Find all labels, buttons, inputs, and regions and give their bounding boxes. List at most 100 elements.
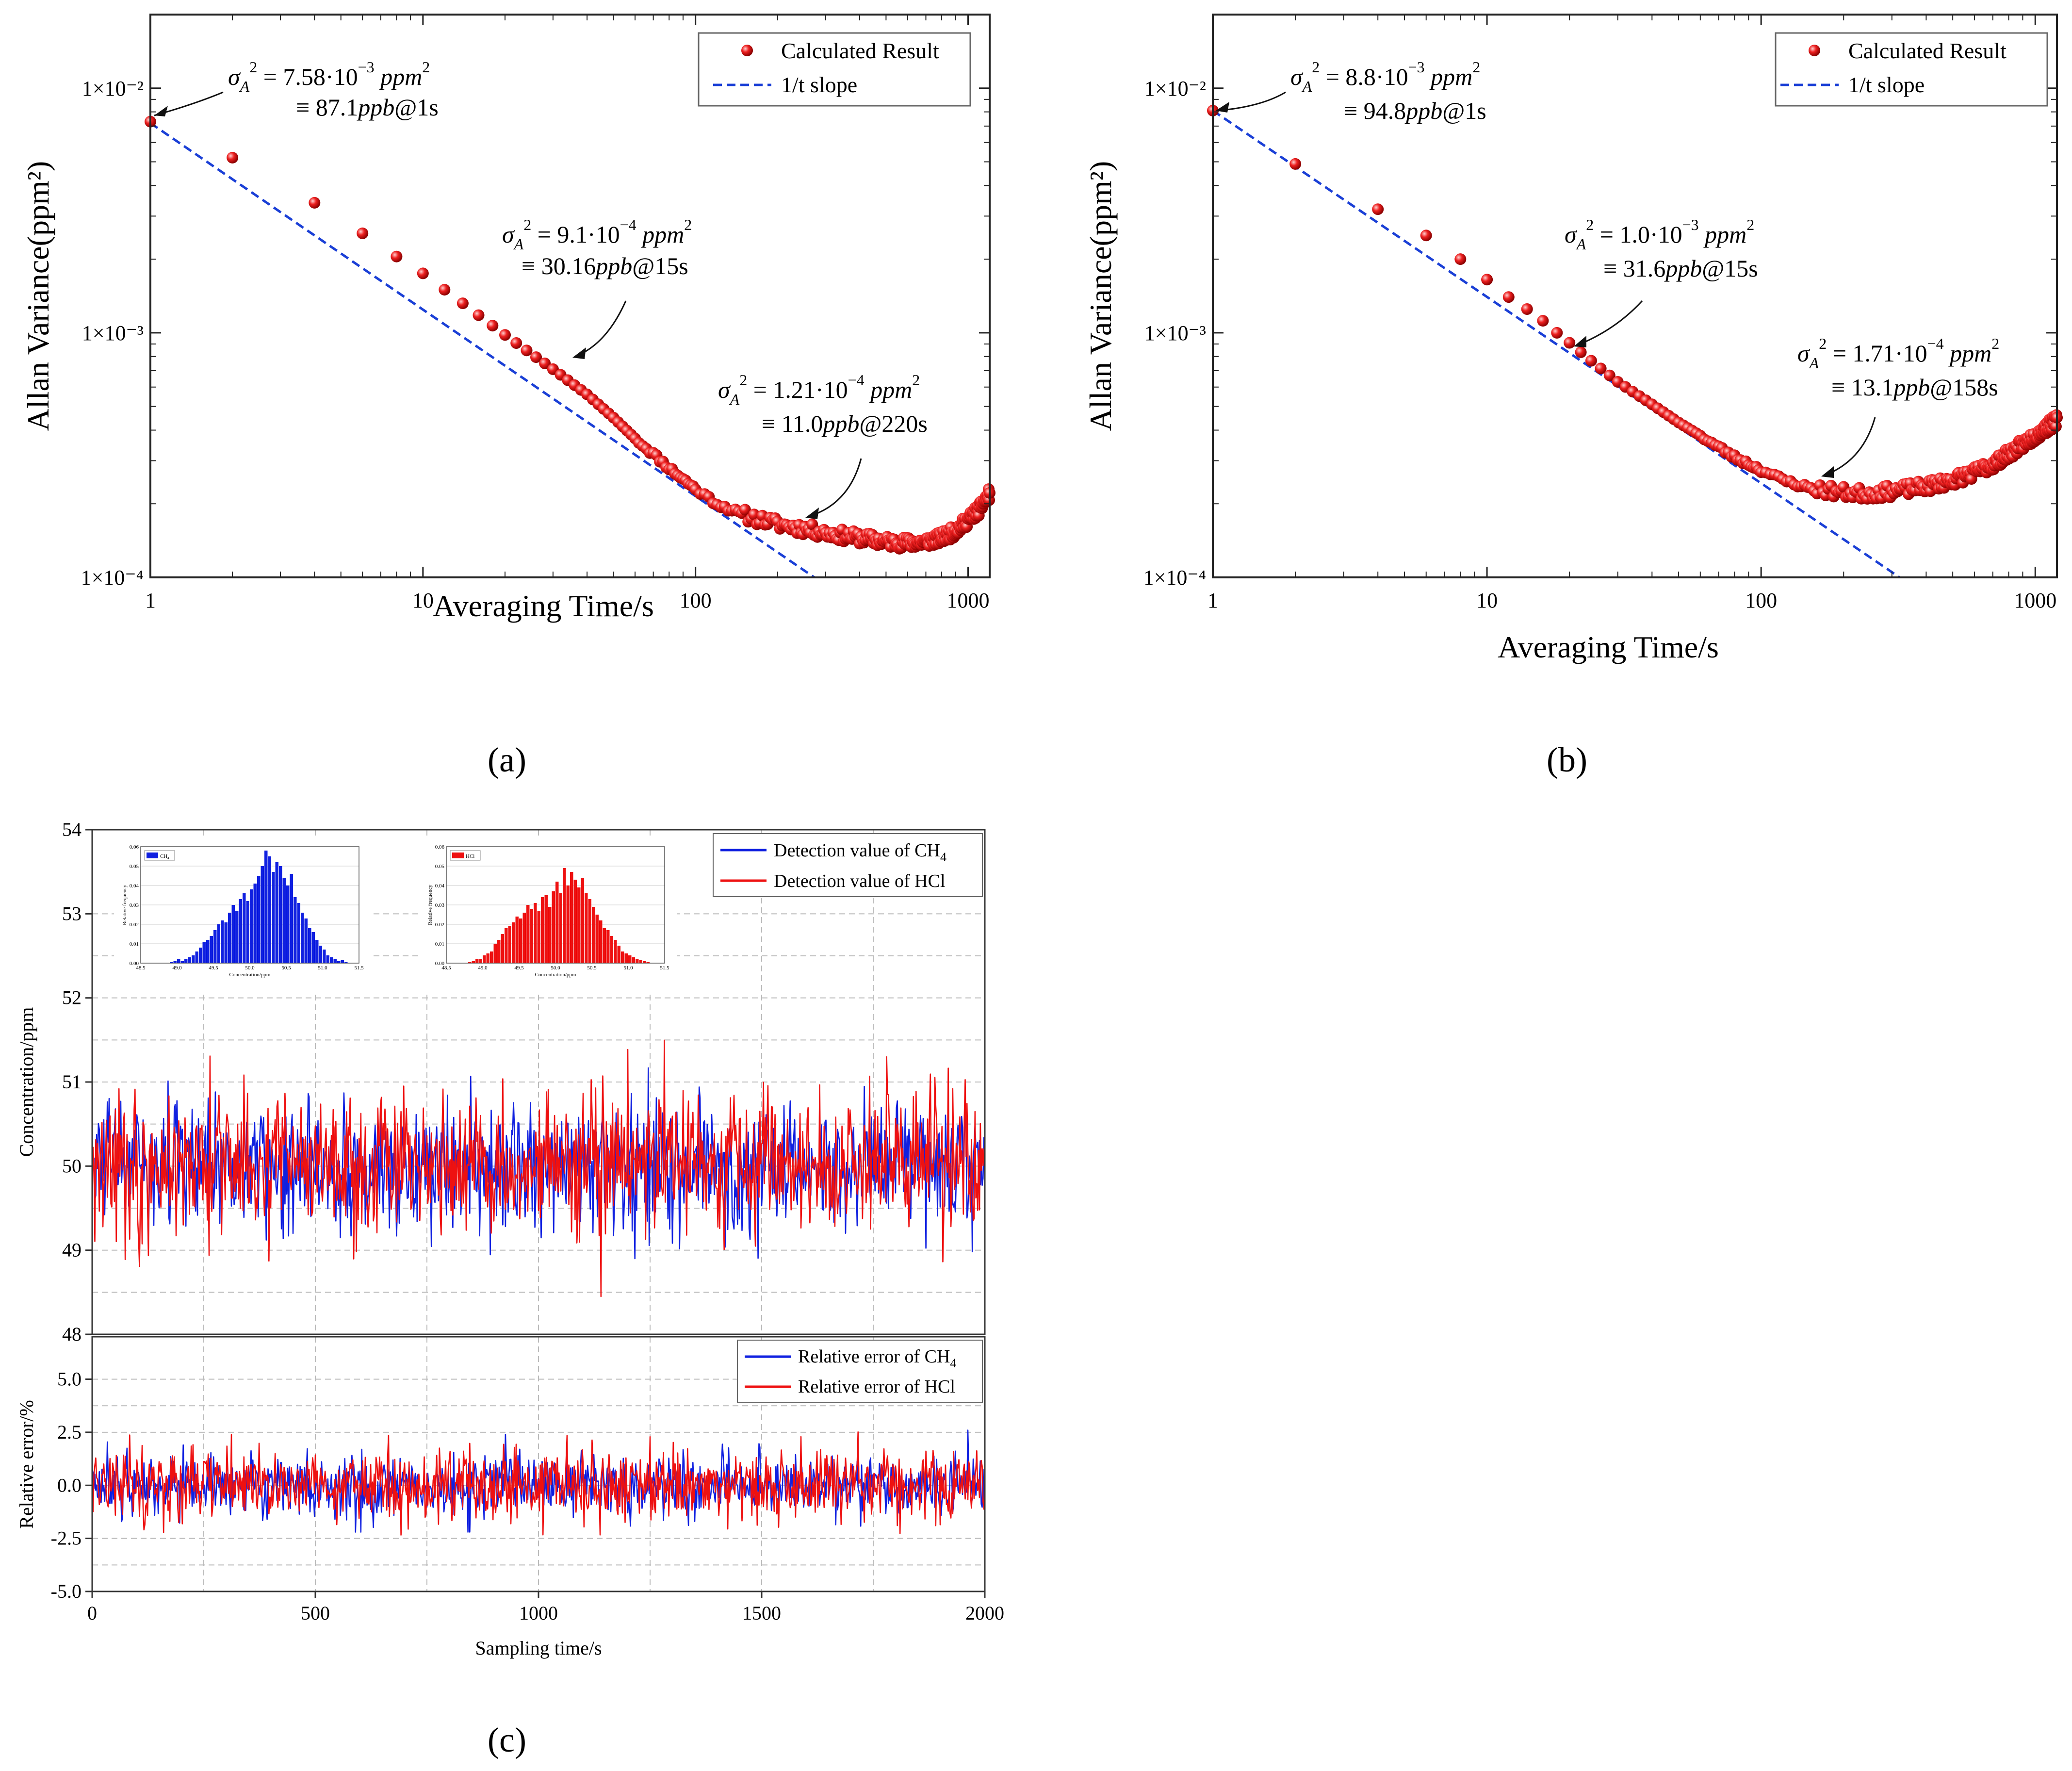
data-point	[1595, 362, 1607, 375]
inset-bar	[323, 950, 326, 963]
data-point	[1551, 327, 1563, 339]
panel-b-label: (b)	[1547, 740, 1587, 779]
inset-bar	[272, 872, 275, 963]
panel-a-legend: Calculated Result 1/t slope	[698, 32, 971, 107]
panel-b-legend-slope: 1/t slope	[1848, 72, 1925, 97]
ann-sub: A	[1576, 235, 1586, 253]
panel-a-annotation-3: σA2 = 1.21·10−4 ppm2 ≡ 11.0ppb@220s	[718, 371, 928, 519]
inset-bar	[290, 874, 293, 963]
ann-sup: 2	[1312, 58, 1320, 76]
inset-bar	[231, 905, 235, 963]
panel-a-ylabel: Allan Variance(ppm²)	[21, 161, 55, 431]
ann-sub: A	[513, 235, 524, 253]
inset-bar	[493, 944, 497, 963]
ann-exp: −4	[1927, 335, 1944, 352]
inset-bar	[333, 959, 337, 963]
inset-frame	[140, 846, 359, 964]
inset-bar	[257, 876, 261, 963]
ann-sigma: σ	[1565, 221, 1578, 248]
svg-text:σA2 = 1.71·10−4 ppm2: σA2 = 1.71·10−4 ppm2	[1797, 335, 1999, 372]
y-tick-label: 1×10⁻²	[82, 77, 144, 100]
inset-bar	[250, 889, 253, 963]
inset-y-tick-label: 0.05	[435, 864, 445, 869]
inset-bar	[534, 903, 537, 963]
svg-text:≡ 11.0ppb@220s: ≡ 11.0ppb@220s	[762, 410, 928, 437]
x-tick-label: 1000	[947, 589, 990, 612]
inset-bar	[468, 962, 472, 963]
x-tick-label: 1	[145, 589, 156, 612]
panel-c-bottom-series	[91, 1429, 986, 1536]
y-tick-label: 1×10⁻³	[82, 321, 144, 345]
panel-c-top-ticks: 48 49 50 51 52 53 54	[62, 819, 92, 1345]
inset-y-tick-label: 0.06	[435, 844, 445, 850]
inset-bar	[311, 932, 315, 963]
inset-bar	[319, 946, 322, 963]
inset-bar	[180, 961, 184, 963]
inset-bar	[475, 959, 479, 963]
svg-text:≡ 13.1ppb@158s: ≡ 13.1ppb@158s	[1831, 374, 1998, 401]
panel-b: 1 10 100 1000 1×10⁻⁴ 1×10⁻³ 1×10⁻² Averaging T…	[1083, 14, 2063, 779]
inset-bar	[228, 913, 231, 963]
panel-c-xlabel: Sampling time/s	[475, 1637, 602, 1659]
ann-unit-sup: 2	[1991, 335, 1999, 352]
inset-bar	[544, 895, 548, 963]
inset-bar	[304, 918, 308, 963]
data-point	[1521, 303, 1533, 315]
ann-ppb: ppb	[1664, 255, 1702, 282]
slope-line	[149, 122, 815, 579]
svg-text:Relative error of CH4: Relative error of CH4	[798, 1346, 956, 1370]
ann-exp: −4	[848, 371, 865, 389]
inset-bar	[628, 955, 632, 963]
slope-line	[1212, 109, 1901, 579]
ann-unit-sup: 2	[1746, 216, 1754, 233]
inset-legend-swatch	[147, 853, 158, 858]
data-point	[417, 267, 429, 279]
inset-bar	[330, 957, 333, 963]
inset-x-tick-label: 48.5	[136, 965, 146, 971]
ann-eq: ≡ 31.6	[1603, 255, 1665, 282]
inset-bar	[501, 934, 504, 963]
inset-bar	[643, 961, 646, 963]
inset-bar	[592, 907, 595, 963]
series-hcl	[91, 1039, 986, 1297]
inset-y-tick-label: 0.03	[130, 902, 139, 908]
ann-value: = 1.71·10	[1827, 340, 1927, 367]
ann-sigma: σ	[502, 221, 515, 248]
inset-y-tick-label: 0.05	[130, 864, 139, 869]
panel-a-annotation-1: σA2 = 7.58·10−3 ppm2 ≡ 87.1ppb@1s	[154, 58, 439, 121]
ann-sup: 2	[249, 58, 257, 76]
inset-bar	[585, 893, 588, 963]
y-tick-label: 49	[62, 1239, 82, 1261]
inset-bar	[573, 880, 577, 963]
inset-bar	[206, 940, 210, 963]
x-tick-label: 1000	[2014, 589, 2056, 612]
ann-unit: ppm	[1944, 340, 1992, 367]
ann-sub: A	[239, 78, 250, 95]
inset-bar	[639, 960, 642, 963]
y-tick-label: 48	[62, 1323, 82, 1345]
inset-bar	[344, 962, 348, 963]
inset-y-tick-label: 0.01	[130, 941, 139, 947]
inset-x-tick-label: 51.5	[660, 965, 669, 971]
ann-value: = 9.1·10	[531, 221, 620, 248]
x-tick-label: 1000	[519, 1602, 558, 1624]
inset-bar	[275, 862, 278, 963]
inset-bar	[472, 961, 475, 963]
y-tick-label: 53	[62, 902, 82, 924]
inset-bar	[202, 942, 206, 963]
data-point	[227, 151, 239, 164]
inset-bar	[530, 909, 533, 963]
x-tick-label: 0	[87, 1602, 97, 1624]
panel-a-legend-slope: 1/t slope	[781, 72, 857, 97]
inset-bar	[184, 959, 188, 963]
inset-bar	[326, 955, 329, 963]
inset-x-tick-label: 50.0	[245, 965, 255, 971]
data-point	[439, 284, 451, 296]
ann-unit-sup: 2	[684, 216, 692, 233]
inset-bar	[606, 930, 610, 963]
y-tick-label: 1×10⁻³	[1144, 321, 1206, 345]
ann-arrowhead	[1574, 336, 1586, 347]
inset-x-tick-label: 50.5	[587, 965, 597, 971]
inset-y-tick-label: 0.04	[130, 883, 139, 889]
